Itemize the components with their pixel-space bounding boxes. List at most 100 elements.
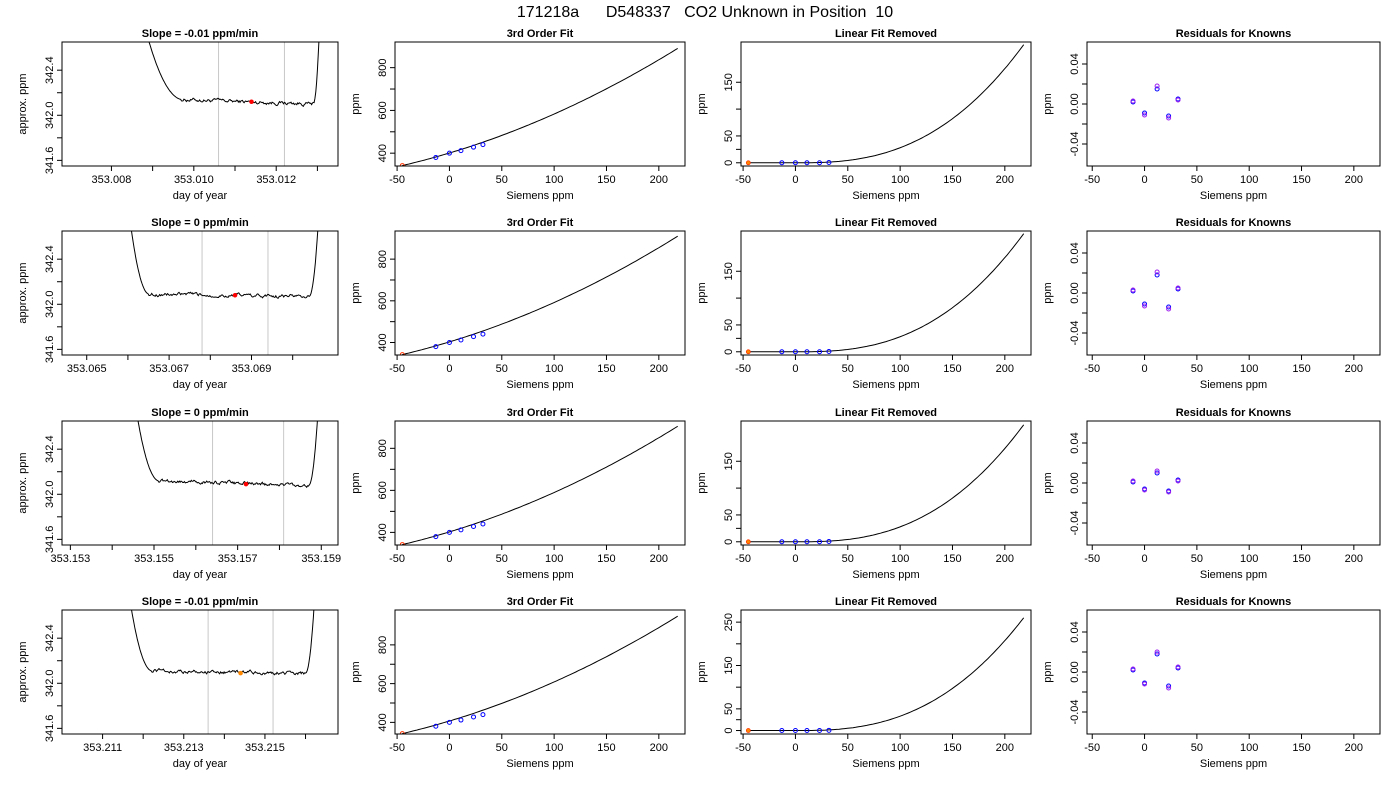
x-tick-label: 0 — [446, 363, 452, 375]
x-tick-label: 150 — [1292, 363, 1310, 375]
y-tick-label: 0 — [723, 539, 735, 545]
fit-curve — [402, 615, 678, 734]
x-axis-label: Siemens ppm — [1200, 758, 1267, 770]
plot-area — [1130, 83, 1181, 121]
x-tick-label: 200 — [996, 363, 1014, 375]
standard-point — [779, 349, 785, 355]
panel-title: Linear Fit Removed — [835, 28, 937, 40]
x-tick-label: 200 — [650, 363, 668, 375]
x-tick-label: 150 — [1292, 553, 1310, 565]
standard-point — [480, 712, 486, 718]
y-axis: 0 50 150 250 — [723, 613, 741, 734]
known-residual-point — [1166, 306, 1172, 312]
x-axis: -50 0 50 100 150 200 — [1084, 545, 1363, 565]
standard-point — [458, 148, 464, 154]
panel-4-4: Residuals for Knowns -50 0 50 100 150 200 Sieme… — [1042, 596, 1381, 770]
plot-area — [745, 44, 1025, 166]
x-axis: -50 0 50 100 150 200 — [389, 545, 668, 565]
plot-frame — [61, 41, 339, 167]
panel-4-3: Linear Fit Removed -50 0 50 100 150 200 Siemens… — [696, 596, 1032, 770]
panel-title: Slope = 0 ppm/min — [151, 217, 249, 229]
y-tick-label: 342.0 — [44, 670, 56, 698]
plot-frame — [1086, 41, 1381, 167]
standard-point — [446, 719, 452, 725]
x-tick-label: -50 — [389, 363, 405, 375]
x-tick-label: 100 — [545, 174, 563, 186]
standard-point — [471, 524, 477, 530]
plot-frame — [740, 230, 1032, 356]
known-residual-point — [1142, 110, 1148, 116]
x-tick-label: 0 — [1141, 363, 1147, 375]
known-residual-point — [1154, 649, 1160, 655]
y-tick-label: 150 — [723, 73, 735, 91]
x-tick-label: 50 — [1191, 742, 1203, 754]
panel-2-2: 3rd Order Fit -50 0 50 100 150 200 Siemens ppm 4… — [350, 217, 686, 391]
known-residual-point — [1166, 113, 1172, 119]
x-tick-label: 50 — [842, 553, 854, 565]
y-tick-label: 400 — [377, 333, 389, 351]
x-tick-label: 50 — [496, 553, 508, 565]
known-residual-point — [1142, 112, 1148, 118]
x-axis-label: Siemens ppm — [1200, 569, 1267, 581]
x-axis-label: Siemens ppm — [1200, 379, 1267, 391]
x-tick-label: 0 — [1141, 174, 1147, 186]
x-tick-label: 353.012 — [256, 174, 296, 186]
plot-frame — [61, 609, 339, 735]
x-tick-label: 0 — [792, 742, 798, 754]
y-axis: -0.04 0.00 0.04 — [1069, 53, 1087, 157]
figure-title: 171218a D548337 CO2 Unknown in Position … — [517, 4, 893, 21]
y-tick-label: 0.04 — [1069, 53, 1081, 74]
standard-point — [433, 534, 439, 540]
unknown-point — [745, 539, 751, 545]
x-tick-label: 150 — [597, 553, 615, 565]
x-tick-label: 353.157 — [218, 553, 258, 565]
x-tick-label: 200 — [1345, 174, 1363, 186]
x-tick-label: -50 — [1084, 174, 1100, 186]
standard-point — [779, 728, 785, 734]
plot-frame — [1086, 230, 1381, 356]
plot-frame — [394, 420, 686, 546]
plot-area — [1130, 468, 1181, 495]
panel-title: Slope = -0.01 ppm/min — [142, 28, 259, 40]
y-axis-label: ppm — [696, 661, 708, 682]
known-residual-point — [1142, 681, 1148, 687]
x-tick-label: 0 — [792, 363, 798, 375]
x-axis-label: Siemens ppm — [852, 379, 919, 391]
standard-point — [471, 144, 477, 150]
x-axis-label: Siemens ppm — [1200, 190, 1267, 202]
y-tick-label: 342.0 — [44, 291, 56, 319]
x-tick-label: 0 — [446, 174, 452, 186]
y-axis: 0 50 150 — [723, 73, 741, 166]
y-tick-label: 342.4 — [44, 245, 56, 273]
x-axis: -50 0 50 100 150 200 — [389, 734, 668, 754]
trace-line — [131, 610, 315, 676]
x-tick-label: 150 — [597, 742, 615, 754]
x-tick-label: 353.008 — [92, 174, 132, 186]
y-axis-label: ppm — [1042, 282, 1054, 303]
standard-point — [804, 349, 810, 355]
y-axis: 400 600 800 — [377, 439, 395, 542]
plot-frame — [1086, 609, 1381, 735]
plot-area — [399, 615, 678, 734]
x-axis: -50 0 50 100 150 200 — [735, 734, 1014, 754]
y-tick-label: 250 — [723, 613, 735, 631]
plot-area — [399, 425, 678, 545]
y-tick-label: 341.6 — [44, 715, 56, 743]
x-tick-label: 150 — [943, 174, 961, 186]
standard-point — [826, 349, 832, 355]
x-tick-label: 50 — [1191, 363, 1203, 375]
plot-area — [130, 231, 319, 355]
x-tick-label: 200 — [996, 174, 1014, 186]
x-axis-label: day of year — [173, 758, 228, 770]
plot-area — [399, 235, 678, 355]
y-tick-label: 600 — [377, 481, 389, 499]
x-tick-label: 150 — [943, 742, 961, 754]
y-tick-label: 0 — [723, 727, 735, 733]
panel-4-2: 3rd Order Fit -50 0 50 100 150 200 Siemens ppm 4… — [350, 596, 686, 770]
standard-point — [480, 142, 486, 148]
x-tick-label: 100 — [545, 553, 563, 565]
x-tick-label: 0 — [1141, 742, 1147, 754]
y-axis-label: ppm — [350, 661, 362, 682]
y-tick-label: 800 — [377, 439, 389, 457]
